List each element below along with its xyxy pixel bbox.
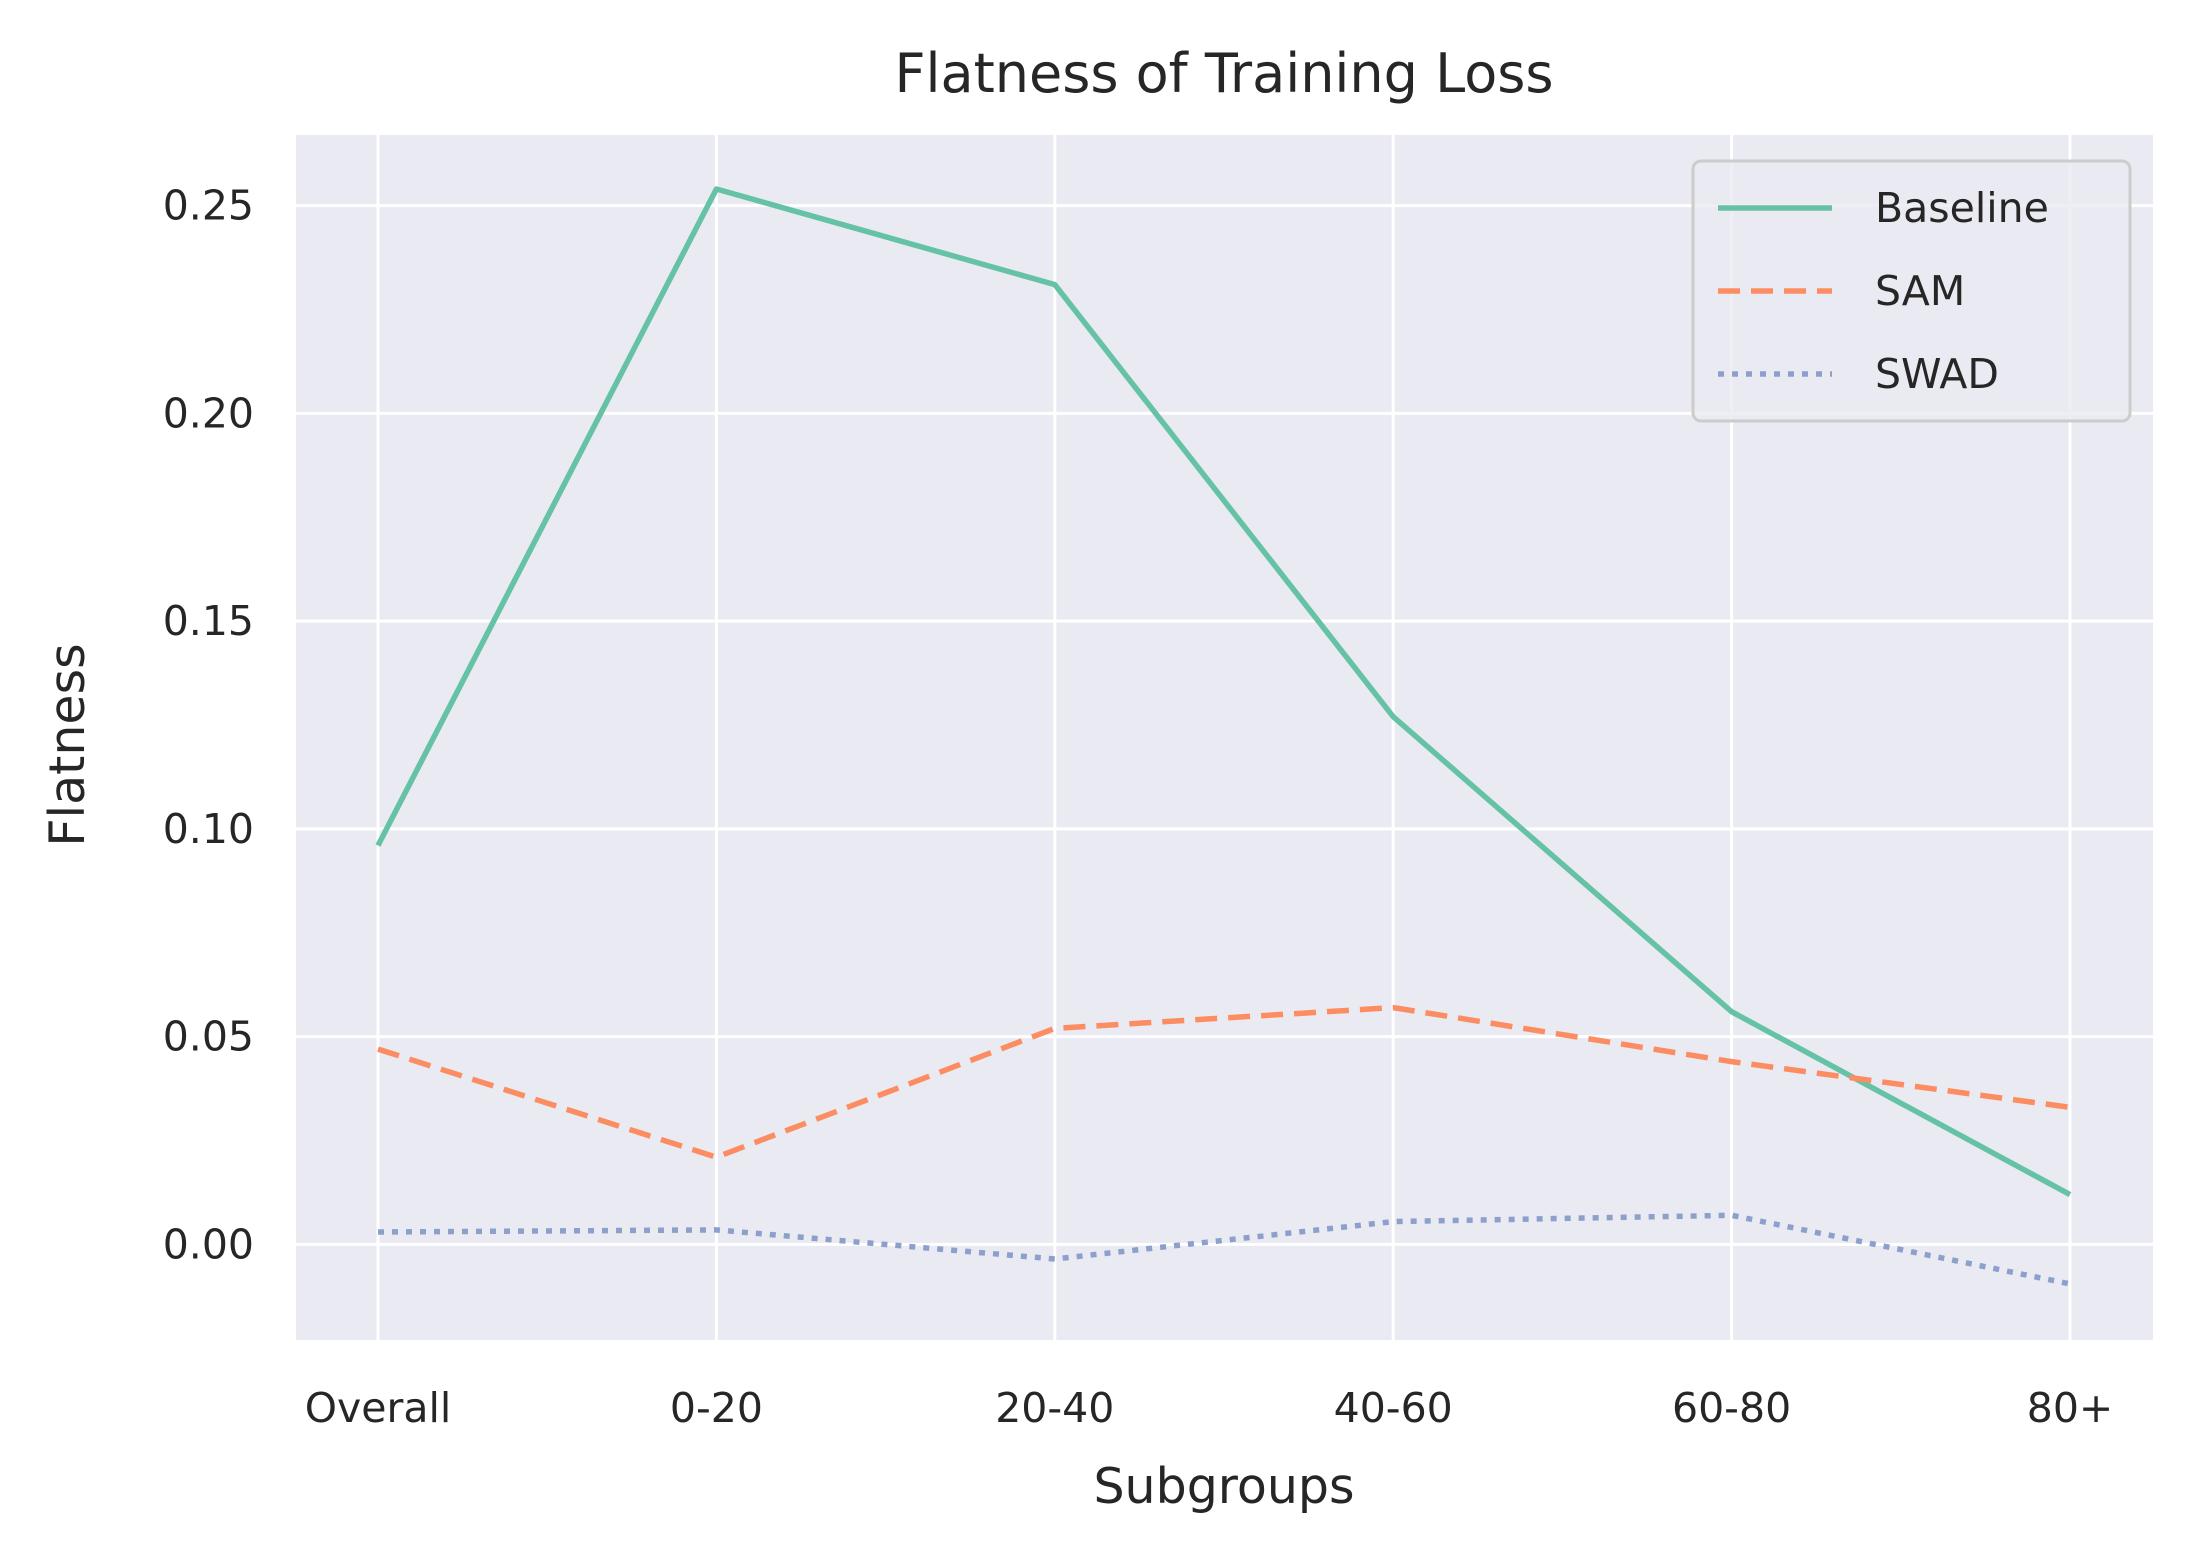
y-tick-label: 0.00 xyxy=(163,1220,254,1268)
legend-label-sam: SAM xyxy=(1875,267,1965,315)
y-axis-label: Flatness xyxy=(39,643,96,846)
series-line-baseline xyxy=(375,186,2072,1198)
y-tick-label: 0.10 xyxy=(163,805,254,853)
x-tick-label: 60-80 xyxy=(1672,1384,1791,1432)
chart-title: Flatness of Training Loss xyxy=(894,42,1553,105)
x-tick-label: 80+ xyxy=(2027,1384,2114,1432)
legend-label-baseline: Baseline xyxy=(1875,184,2049,232)
legend-label-swad: SWAD xyxy=(1875,350,1999,398)
legend-box xyxy=(1691,159,2132,423)
y-tick-label: 0.15 xyxy=(163,597,254,645)
x-tick-label: 40-60 xyxy=(1334,1384,1453,1432)
x-axis-label: Subgroups xyxy=(1093,1458,1354,1515)
y-tick-labels: 0.00 0.05 0.10 0.15 0.20 0.25 xyxy=(163,182,254,1269)
x-tick-label: Overall xyxy=(305,1384,452,1432)
x-tick-labels: Overall 0-20 20-40 40-60 60-80 80+ xyxy=(305,1384,2114,1432)
series-line-swad xyxy=(377,1212,2071,1287)
legend: Baseline SAM SWAD xyxy=(1691,159,2132,423)
x-tick-label: 0-20 xyxy=(670,1384,763,1432)
y-tick-label: 0.20 xyxy=(163,389,254,437)
series-line-sam xyxy=(377,1004,2071,1160)
y-tick-label: 0.25 xyxy=(163,182,254,230)
series-layer xyxy=(375,186,2072,1287)
x-tick-label: 20-40 xyxy=(995,1384,1114,1432)
y-tick-label: 0.05 xyxy=(163,1013,254,1061)
